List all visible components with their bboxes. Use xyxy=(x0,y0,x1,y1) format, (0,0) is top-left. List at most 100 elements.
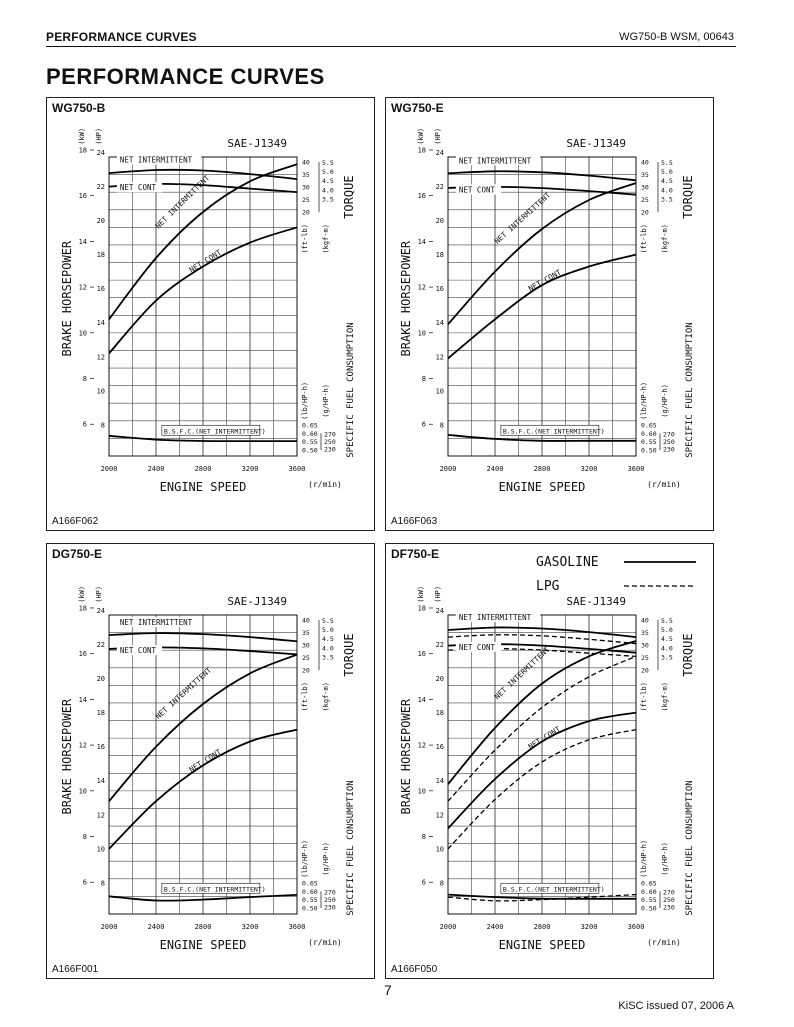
x-tick-label: 2400 xyxy=(148,923,165,931)
hp-tick-label: 12 xyxy=(97,353,105,361)
series-line xyxy=(108,653,298,802)
ftlb-tick-label: 35 xyxy=(641,629,649,637)
kgfm-tick-label: 3.5 xyxy=(322,653,334,661)
ftlb-tick-label: 30 xyxy=(302,184,310,192)
kgfm-tick-label: 4.5 xyxy=(322,177,334,185)
x-tick-label: 2000 xyxy=(101,465,118,473)
label-bsfc: B.S.F.C.(NET INTERMITTENT) xyxy=(503,427,605,435)
ftlb-tick-label: 40 xyxy=(302,617,310,625)
performance-chart: 2000 2400 2800 3200 3600 ENGINE SPEED (r/min) S… xyxy=(399,128,695,494)
y-axis-title-sfc: SPECIFIC FUEL CONSUMPTION xyxy=(346,780,356,915)
kgfm-axis-unit: (kgf-m) xyxy=(322,224,330,254)
label-bsfc-bg xyxy=(161,883,260,894)
ghph-tick-label: 230 xyxy=(324,445,336,453)
ftlb-tick-label: 40 xyxy=(641,617,649,625)
kw-tick-label: 6 xyxy=(83,421,87,429)
legend-gasoline-label: GASOLINE xyxy=(536,555,599,570)
series-line xyxy=(447,626,637,638)
kgfm-tick-label: 3.5 xyxy=(661,653,673,661)
standard-label: SAE-J1349 xyxy=(566,595,626,608)
kgfm-tick-label: 5.0 xyxy=(322,626,334,634)
y-axis-title-sfc: SPECIFIC FUEL CONSUMPTION xyxy=(685,780,695,915)
kw-tick-label: 18 xyxy=(79,604,87,612)
label-bsfc-bg xyxy=(500,425,599,436)
hp-tick-label: 18 xyxy=(97,251,105,259)
header-rule xyxy=(46,46,736,47)
kw-tick-label: 12 xyxy=(79,284,87,292)
x-tick-label: 2000 xyxy=(440,465,457,473)
ftlb-tick-label: 25 xyxy=(641,196,649,204)
label-net-intermittent-torque: NET INTERMITTENT xyxy=(120,618,193,627)
standard-label: SAE-J1349 xyxy=(227,595,287,608)
ftlb-tick-label: 20 xyxy=(302,209,310,217)
hp-tick-label: 20 xyxy=(436,217,444,225)
kw-tick-label: 14 xyxy=(418,238,426,246)
kw-tick-label: 6 xyxy=(422,421,426,429)
ghph-tick-label: 250 xyxy=(663,896,675,904)
x-axis-unit: (r/min) xyxy=(647,938,681,947)
hp-tick-label: 14 xyxy=(436,777,444,785)
series-line xyxy=(108,163,298,320)
x-axis-title: ENGINE SPEED xyxy=(160,938,247,952)
kw-tick-label: 10 xyxy=(418,787,426,795)
series-line xyxy=(108,728,298,850)
series-line xyxy=(447,893,637,902)
series-line xyxy=(108,894,298,902)
ghph-tick-label: 250 xyxy=(324,896,336,904)
ghph-tick-label: 250 xyxy=(324,438,336,446)
lbhph-tick-label: 0.60 xyxy=(302,430,318,438)
kgfm-tick-label: 3.5 xyxy=(661,195,673,203)
x-tick-label: 2000 xyxy=(440,923,457,931)
hp-tick-label: 18 xyxy=(436,709,444,717)
lbhph-tick-label: 0.60 xyxy=(302,888,318,896)
x-tick-label: 2800 xyxy=(534,923,551,931)
ftlb-tick-label: 30 xyxy=(641,642,649,650)
kw-tick-label: 8 xyxy=(422,375,426,383)
series-line xyxy=(447,182,637,325)
label-bsfc-frame xyxy=(500,424,600,436)
series-line xyxy=(108,226,298,354)
label-net-cont-torque: NET CONT xyxy=(459,185,496,194)
lbhph-tick-label: 0.60 xyxy=(641,430,657,438)
ftlb-tick-label: 35 xyxy=(302,171,310,179)
hp-tick-label: 18 xyxy=(97,709,105,717)
hp-tick-label: 14 xyxy=(97,319,105,327)
kw-tick-label: 14 xyxy=(418,696,426,704)
hp-tick-label: 14 xyxy=(97,777,105,785)
hp-tick-label: 14 xyxy=(436,319,444,327)
lbhph-tick-label: 0.55 xyxy=(641,896,657,904)
legend-lpg-label: LPG xyxy=(536,579,560,594)
hp-axis-unit: (HP) xyxy=(434,128,442,145)
kgfm-tick-label: 5.0 xyxy=(322,168,334,176)
lbhph-tick-label: 0.55 xyxy=(302,438,318,446)
series-line xyxy=(447,634,637,645)
panel-figure-code: A166F062 xyxy=(52,516,99,527)
y-axis-title-sfc: SPECIFIC FUEL CONSUMPTION xyxy=(346,322,356,457)
hp-tick-label: 10 xyxy=(97,387,105,395)
series-line xyxy=(447,711,637,830)
lbhph-tick-label: 0.50 xyxy=(641,905,657,913)
y-axis-title-horsepower: BRAKE HORSEPOWER xyxy=(399,698,413,814)
kw-tick-label: 18 xyxy=(79,146,87,154)
lbhph-tick-label: 0.65 xyxy=(302,421,318,429)
ftlb-tick-label: 35 xyxy=(302,629,310,637)
panel-model: DF750-E xyxy=(391,547,440,561)
hp-tick-label: 10 xyxy=(436,387,444,395)
hp-tick-label: 12 xyxy=(436,353,444,361)
label-net-cont-torque: NET CONT xyxy=(459,643,496,652)
series-line xyxy=(447,253,637,360)
hp-tick-label: 16 xyxy=(97,743,105,751)
x-tick-label: 3600 xyxy=(289,923,306,931)
ghph-axis-unit: (g/HP-h) xyxy=(661,842,669,876)
ghph-axis-unit: (g/HP-h) xyxy=(661,384,669,418)
kgfm-tick-label: 4.0 xyxy=(322,644,334,652)
kw-tick-label: 6 xyxy=(83,879,87,887)
label-net-intermittent-torque: NET INTERMITTENT xyxy=(459,613,532,622)
plot-frame xyxy=(447,614,637,915)
panel-model: WG750-B xyxy=(52,101,106,115)
kw-tick-label: 18 xyxy=(418,146,426,154)
label-net-cont-power: NET CONT xyxy=(188,248,224,275)
lbhph-axis-unit: (lb/HP-h) xyxy=(301,840,309,878)
series-line xyxy=(447,170,637,182)
x-tick-label: 3600 xyxy=(628,465,645,473)
